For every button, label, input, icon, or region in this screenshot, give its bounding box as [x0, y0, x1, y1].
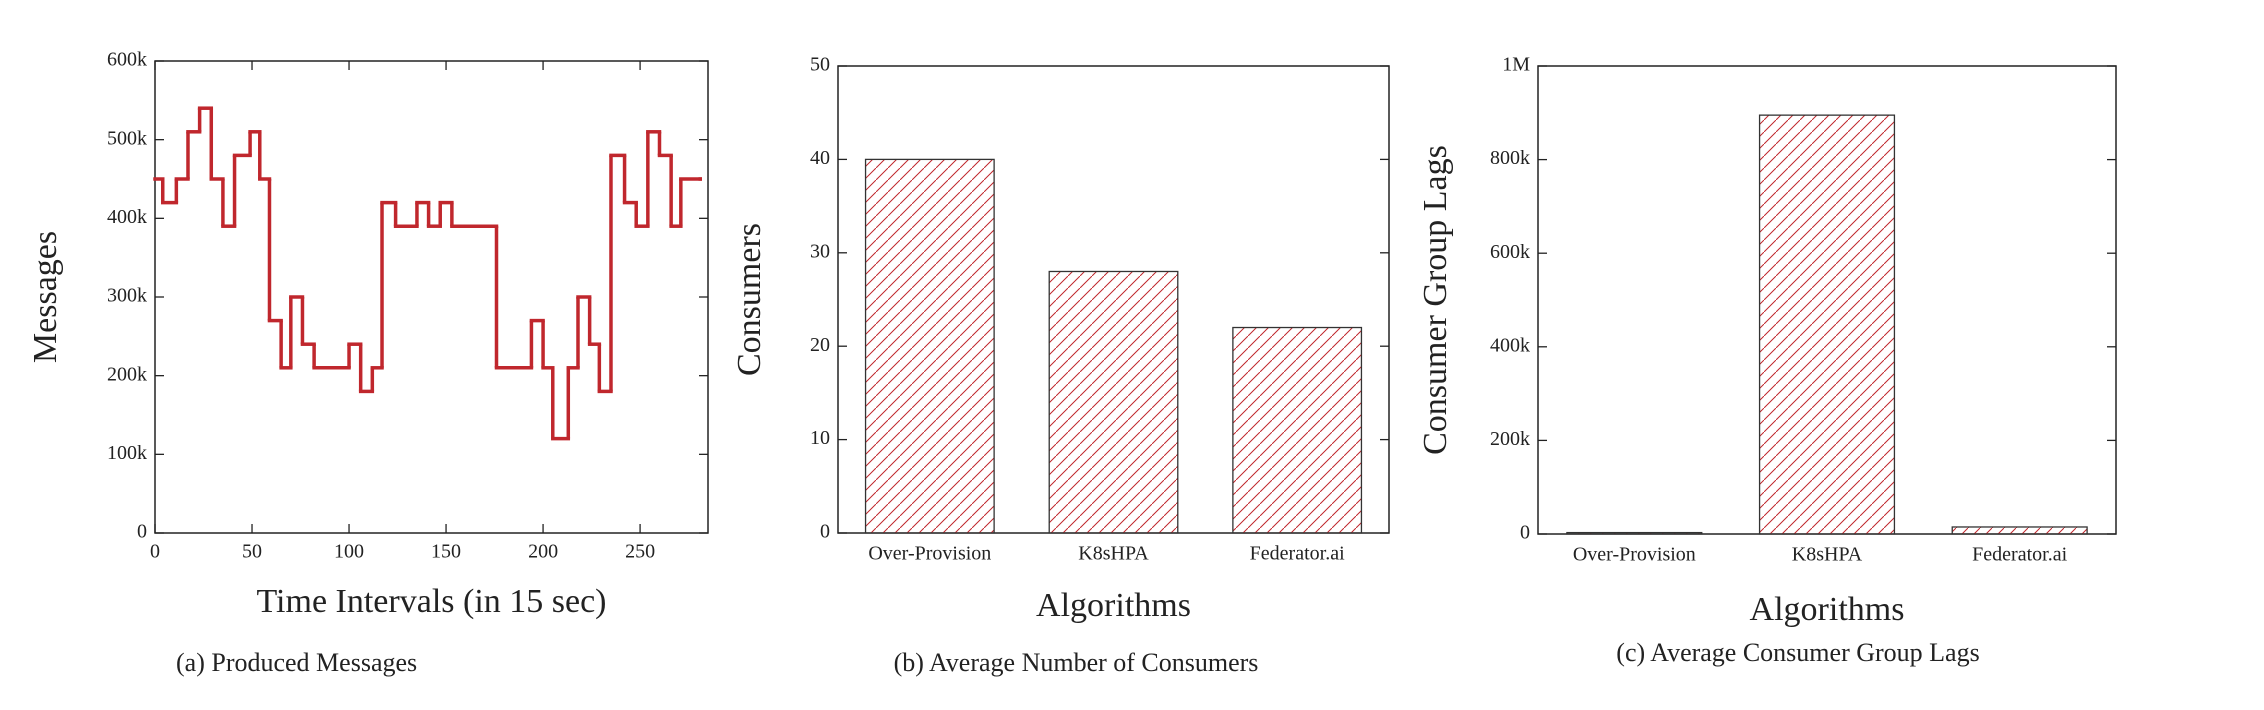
caption: (a) Produced Messages [176, 648, 417, 677]
x-tick-label: 100 [334, 541, 364, 563]
y-axis-label: Consumers [731, 223, 768, 376]
bar [864, 158, 995, 534]
x-tick-label: K8sHPA [1792, 544, 1863, 566]
y-tick-label: 500k [107, 127, 147, 149]
y-tick-label: 20 [810, 334, 830, 356]
x-tick-label: 150 [431, 541, 461, 563]
bar [1232, 326, 1363, 534]
x-tick-label: 0 [150, 541, 160, 563]
bar [1951, 526, 2088, 535]
y-tick-label: 200k [1490, 428, 1530, 450]
x-axis-label: Algorithms [1750, 591, 1905, 628]
y-tick-label: 50 [810, 54, 830, 76]
y-tick-label: 0 [137, 521, 147, 543]
x-axis-label: Time Intervals (in 15 sec) [256, 583, 606, 620]
x-tick-label: 50 [242, 541, 262, 563]
bar [1758, 114, 1896, 535]
y-tick-label: 0 [820, 521, 830, 543]
y-tick-label: 600k [1490, 241, 1530, 263]
x-tick-label: K8sHPA [1078, 543, 1149, 565]
caption: (c) Average Consumer Group Lags [1616, 638, 1979, 667]
y-tick-label: 200k [107, 363, 147, 385]
y-tick-label: 600k [107, 49, 147, 71]
x-tick-label: Federator.ai [1250, 543, 1345, 565]
y-tick-label: 300k [107, 285, 147, 307]
x-tick-label: Over-Provision [1573, 544, 1696, 566]
y-tick-label: 0 [1520, 522, 1530, 544]
y-tick-label: 800k [1490, 147, 1530, 169]
caption: (b) Average Number of Consumers [894, 648, 1259, 677]
y-tick-label: 400k [107, 206, 147, 228]
bar [1566, 531, 1703, 535]
y-axis-label: Consumer Group Lags [1417, 145, 1454, 455]
x-tick-label: 250 [625, 541, 655, 563]
y-tick-label: 1M [1502, 54, 1530, 76]
y-tick-label: 100k [107, 442, 147, 464]
y-axis-label: Messages [27, 231, 64, 363]
x-tick-label: Over-Provision [868, 543, 991, 565]
x-tick-label: 200 [528, 541, 558, 563]
y-tick-label: 400k [1490, 334, 1530, 356]
y-tick-label: 40 [810, 147, 830, 169]
y-tick-label: 10 [810, 427, 830, 449]
y-tick-label: 30 [810, 240, 830, 262]
bar [1048, 270, 1179, 534]
plot-frame [154, 60, 709, 534]
x-axis-label: Algorithms [1036, 587, 1191, 624]
x-tick-label: Federator.ai [1972, 544, 2067, 566]
